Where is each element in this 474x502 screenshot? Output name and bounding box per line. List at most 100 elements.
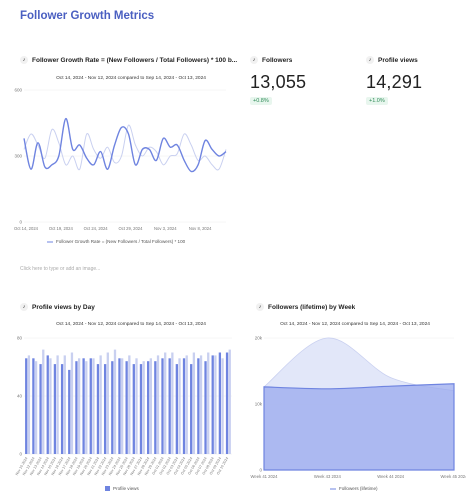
bar-comparison xyxy=(228,349,231,454)
bar-profile-views xyxy=(103,364,107,454)
bar-profile-views xyxy=(154,361,157,454)
bar-profile-views xyxy=(118,358,121,454)
x-tick-label: Week 41 2024 xyxy=(251,474,279,479)
growth-card-subtitle: Oct 14, 2024 - Nov 12, 2024 compared to … xyxy=(56,76,206,81)
profile-views-card-title[interactable]: ♪ Profile views by Day xyxy=(20,303,95,311)
followers-week-card-title[interactable]: ♪ Followers (lifetime) by Week xyxy=(256,303,355,311)
y-tick-label: 600 xyxy=(14,88,22,93)
bar-comparison xyxy=(207,352,210,454)
bar-profile-views xyxy=(197,358,200,454)
profile-views-legend: Profile views xyxy=(105,486,139,491)
bar-comparison xyxy=(192,352,196,454)
bar-profile-views xyxy=(46,355,49,454)
bar-profile-views xyxy=(132,364,135,454)
bar-comparison xyxy=(199,355,203,454)
legend-line-swatch xyxy=(330,488,336,489)
bar-profile-views xyxy=(32,358,35,454)
bar-comparison xyxy=(214,355,217,454)
profile-views-delta-badge: +1.0% xyxy=(366,97,388,105)
bar-profile-views xyxy=(60,364,64,454)
tiktok-icon: ♪ xyxy=(256,303,264,311)
followers-week-legend-label: Followers (lifetime) xyxy=(339,486,378,491)
bar-comparison xyxy=(27,355,31,454)
tiktok-icon: ♪ xyxy=(250,56,258,64)
bar-comparison xyxy=(178,358,181,454)
bar-profile-views xyxy=(111,361,114,454)
bar-profile-views xyxy=(225,352,229,454)
bar-profile-views xyxy=(168,358,171,454)
x-tick-label: Nov 8, 2024 xyxy=(189,226,212,231)
bar-profile-views xyxy=(68,369,71,454)
followers-metric-title-text: Followers xyxy=(262,56,293,64)
bar-profile-views xyxy=(139,364,143,454)
tiktok-icon: ♪ xyxy=(20,56,28,64)
bar-profile-views xyxy=(75,361,78,454)
page-title: Follower Growth Metrics xyxy=(20,10,155,22)
bar-profile-views xyxy=(161,358,164,454)
followers-area-chart: 0 10k 20k Week 41 2024 Week 43 2024 Week 44 2… xyxy=(251,336,466,480)
bar-profile-views xyxy=(25,358,28,454)
bar-comparison xyxy=(92,358,95,454)
bar-comparison xyxy=(221,358,224,454)
x-tick-label: Oct 14, 2024 xyxy=(14,226,39,231)
series-line-comparison xyxy=(23,124,227,171)
bar-profile-views xyxy=(125,361,128,454)
followers-week-legend: Followers (lifetime) xyxy=(330,486,378,491)
bar-comparison xyxy=(106,352,109,454)
bar-profile-views xyxy=(82,358,85,454)
x-tick-label: Week 45 2024 xyxy=(441,474,466,479)
tiktok-icon: ♪ xyxy=(366,56,374,64)
bar-comparison xyxy=(149,358,152,454)
series-line-growth-rate xyxy=(23,117,227,173)
followers-week-card-subtitle: Oct 14, 2024 - Nov 12, 2024 compared to … xyxy=(280,322,430,327)
growth-legend-label: Follower Growth Rate = (New Followers / … xyxy=(56,239,186,244)
profile-views-card-subtitle: Oct 14, 2024 - Nov 12, 2024 compared to … xyxy=(56,322,206,327)
bar-comparison xyxy=(85,361,88,454)
bar-profile-views xyxy=(53,364,57,454)
x-tick-label: Oct 24, 2024 xyxy=(84,226,109,231)
bar-profile-views xyxy=(190,364,193,454)
bar-comparison xyxy=(185,355,188,454)
followers-metric-title[interactable]: ♪ Followers xyxy=(250,56,292,64)
bar-comparison xyxy=(156,355,160,454)
y-tick-label: 0 xyxy=(19,220,22,225)
growth-card-title[interactable]: ♪ Follower Growth Rate = (New Followers … xyxy=(20,56,242,64)
growth-line-chart: 0 300 600 Oct 14, 2024 Oct 19, 2024 Oct 24, 2… xyxy=(14,88,227,231)
bar-comparison xyxy=(34,361,38,454)
bar-profile-views xyxy=(175,364,178,454)
followers-week-card-title-text: Followers (lifetime) by Week xyxy=(268,303,356,311)
bar-comparison xyxy=(142,361,145,454)
x-tick-label: Nov 3, 2024 xyxy=(154,226,177,231)
bar-comparison xyxy=(99,355,102,454)
bar-profile-views xyxy=(204,361,207,454)
x-tick-label: Week 44 2024 xyxy=(377,474,405,479)
bar-profile-views xyxy=(147,361,150,454)
y-tick-label: 0 xyxy=(259,468,262,473)
y-tick-label: 10k xyxy=(255,402,263,407)
bar-comparison xyxy=(63,355,66,454)
profile-views-card-title-text: Profile views by Day xyxy=(32,303,95,311)
area-followers-lifetime xyxy=(263,383,455,471)
profile-views-metric-title[interactable]: ♪ Profile views xyxy=(366,56,418,64)
bar-comparison xyxy=(42,349,45,454)
text-placeholder[interactable]: Click here to type or add an image... xyxy=(20,266,101,272)
profile-views-metric-title-text: Profile views xyxy=(378,56,418,64)
x-tick-label: Oct 29, 2024 xyxy=(118,226,143,231)
bar-comparison xyxy=(164,352,167,454)
bar-profile-views xyxy=(182,358,186,454)
y-tick-label: 20k xyxy=(255,336,263,341)
legend-line-swatch xyxy=(47,241,53,242)
bar-comparison xyxy=(128,355,131,454)
bar-comparison xyxy=(56,355,59,454)
growth-legend: Follower Growth Rate = (New Followers / … xyxy=(47,239,185,244)
growth-card-title-text: Follower Growth Rate = (New Followers / … xyxy=(32,56,238,64)
bar-profile-views xyxy=(211,355,214,454)
bar-profile-views xyxy=(89,358,92,454)
bar-profile-views xyxy=(96,364,100,454)
bar-comparison xyxy=(70,352,74,454)
y-tick-label: 0 xyxy=(19,452,22,457)
bar-profile-views xyxy=(39,364,42,454)
bar-comparison xyxy=(113,349,117,454)
y-tick-label: 40 xyxy=(17,394,23,399)
